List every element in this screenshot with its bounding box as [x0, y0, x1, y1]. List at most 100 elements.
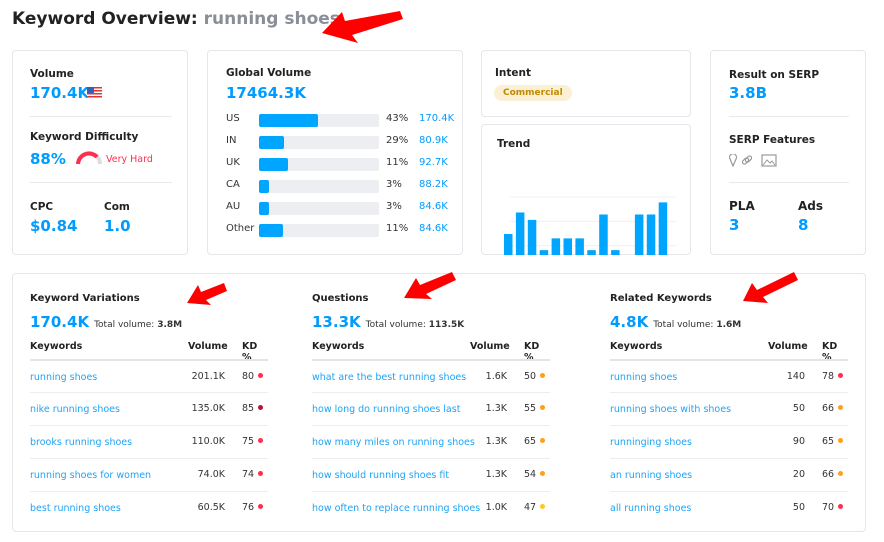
country-volume-link[interactable]: 84.6K — [419, 223, 448, 234]
total-volume-label: Total volume: — [653, 320, 714, 330]
kd-dot-icon — [258, 438, 264, 443]
intent-card: Intent Commercial — [481, 50, 691, 117]
section-count-value[interactable]: 13.3K — [312, 313, 361, 331]
table-row: running shoes for women 74.0K 74 — [30, 458, 268, 491]
section-title: Keyword Variations — [30, 293, 140, 304]
total-volume-value: 1.6M — [716, 320, 742, 330]
table-row: running shoes with shoes 50 66 — [610, 392, 848, 425]
keyword-link[interactable]: brooks running shoes — [30, 437, 133, 448]
keyword-link[interactable]: running shoes for women — [30, 470, 152, 481]
cpc-value: $0.84 — [30, 217, 78, 235]
header-keywords[interactable]: Keywords — [30, 341, 83, 352]
table-row: how should running shoes fit 1.3K 54 — [312, 458, 550, 491]
keyword-link[interactable]: an running shoes — [610, 470, 693, 481]
trend-bar — [611, 250, 620, 255]
section-count-value[interactable]: 170.4K — [30, 313, 90, 331]
kd-value: 54 — [524, 469, 537, 480]
country-volume-link[interactable]: 80.9K — [419, 135, 448, 146]
table-row: running shoes 201.1K 80 — [30, 359, 268, 392]
table-row: best running shoes 60.5K 76 — [30, 491, 268, 524]
serp-card: Result on SERP 3.8B SERP Features PLA 3 … — [710, 50, 866, 255]
volume-bar-fill — [259, 180, 269, 193]
keyword-link[interactable]: nike running shoes — [30, 404, 120, 415]
keyword-kd: 65 — [822, 436, 844, 447]
volume-bar-track — [259, 202, 379, 215]
kd-value: 76 — [242, 502, 255, 513]
keyword-volume: 201.1K — [191, 371, 225, 382]
keyword-kd: 66 — [822, 403, 844, 414]
image-icon — [761, 154, 777, 167]
kd-value: 50 — [524, 371, 537, 382]
kd-value: 65 — [822, 436, 835, 447]
section-count-value[interactable]: 4.8K — [610, 313, 649, 331]
keyword-volume: 74.0K — [197, 469, 225, 480]
keyword-kd: 55 — [524, 403, 546, 414]
trend-bar — [646, 214, 656, 255]
kd-gauge — [76, 151, 102, 165]
serp-result-value: 3.8B — [729, 84, 768, 102]
kd-dot-icon — [540, 405, 546, 410]
keyword-kd: 66 — [822, 469, 844, 480]
country-volume-link[interactable]: 88.2K — [419, 179, 448, 190]
keyword-link[interactable]: best running shoes — [30, 503, 121, 514]
table-row: how many miles on running shoes 1.3K 65 — [312, 425, 550, 458]
table-row: an running shoes 20 66 — [610, 458, 848, 491]
kd-dot-icon — [838, 471, 844, 476]
keyword-link[interactable]: running shoes with shoes — [610, 404, 732, 415]
header-volume[interactable]: Volume — [470, 341, 510, 352]
kd-value: 55 — [524, 403, 537, 414]
section-count: 170.4K Total volume: 3.8M — [30, 313, 182, 331]
header-kd[interactable]: KD % — [822, 341, 838, 363]
keyword-sections-card: Keyword Variations 170.4K Total volume: 3… — [12, 273, 866, 532]
keyword-link[interactable]: all running shoes — [610, 503, 692, 514]
global-volume-row: US 43% 170.4K — [226, 113, 466, 127]
table-row: brooks running shoes 110.0K 75 — [30, 425, 268, 458]
keyword-link[interactable]: how should running shoes fit — [312, 470, 450, 481]
country-percent: 3% — [386, 179, 402, 190]
keyword-link[interactable]: runninging shoes — [610, 437, 692, 448]
keyword-link[interactable]: how long do running shoes last — [312, 404, 461, 415]
total-volume-value: 113.5K — [428, 320, 465, 330]
serp-feature-icons — [729, 154, 777, 167]
section-title: Related Keywords — [610, 293, 712, 304]
country-percent: 11% — [386, 157, 409, 168]
header-volume[interactable]: Volume — [188, 341, 228, 352]
kd-value: 70 — [822, 502, 835, 513]
table-row: running shoes 140 78 — [610, 359, 848, 392]
keyword-volume: 20 — [792, 469, 805, 480]
page-title: Keyword Overview: running shoes — [12, 9, 340, 29]
global-volume-row: UK 11% 92.7K — [226, 157, 466, 171]
keyword-kd: 74 — [242, 469, 264, 480]
keyword-link[interactable]: running shoes — [30, 372, 98, 383]
intent-badge: Commercial — [494, 85, 572, 101]
kd-value: 85 — [242, 403, 255, 414]
country-volume-link[interactable]: 92.7K — [419, 157, 448, 168]
keyword-link[interactable]: what are the best running shoes — [312, 372, 467, 383]
serp-result-label: Result on SERP — [729, 69, 820, 81]
table-row: what are the best running shoes 1.6K 50 — [312, 359, 550, 392]
country-label: UK — [226, 157, 240, 168]
keyword-link[interactable]: how many miles on running shoes — [312, 437, 475, 448]
country-volume-link[interactable]: 84.6K — [419, 201, 448, 212]
keyword-link[interactable]: running shoes — [610, 372, 678, 383]
header-keywords[interactable]: Keywords — [312, 341, 365, 352]
header-kd[interactable]: KD % — [524, 341, 540, 363]
global-volume-row: CA 3% 88.2K — [226, 179, 466, 193]
kd-dot-icon — [258, 405, 264, 410]
country-label: IN — [226, 135, 237, 146]
title-prefix: Keyword Overview: — [12, 9, 198, 29]
volume-bar-track — [259, 114, 379, 127]
keyword-link[interactable]: how often to replace running shoes — [312, 503, 481, 514]
header-kd[interactable]: KD % — [242, 341, 258, 363]
keyword-volume: 135.0K — [191, 403, 225, 414]
trend-chart — [504, 196, 676, 255]
total-volume: Total volume: 3.8M — [94, 320, 182, 330]
keyword-kd: 50 — [524, 371, 546, 382]
kd-dot-icon — [838, 405, 844, 410]
kd-dot-icon — [540, 471, 546, 476]
header-keywords[interactable]: Keywords — [610, 341, 663, 352]
title-keyword: running shoes — [203, 9, 340, 29]
total-volume: Total volume: 1.6M — [653, 320, 741, 330]
header-volume[interactable]: Volume — [768, 341, 808, 352]
country-volume-link[interactable]: 170.4K — [419, 113, 455, 124]
